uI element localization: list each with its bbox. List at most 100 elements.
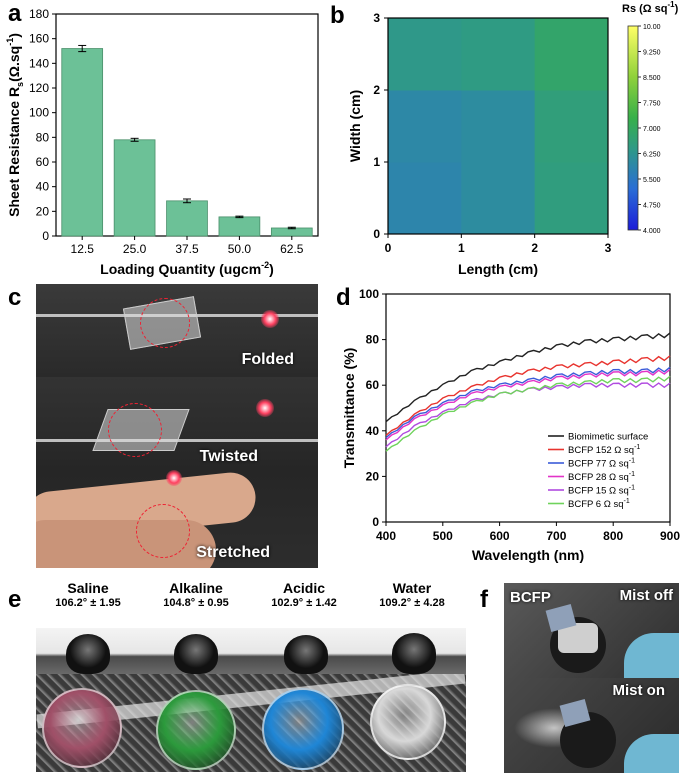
a-xtick-label: 50.0 bbox=[228, 242, 252, 256]
b-colorbar-tick-label: 7.000 bbox=[643, 126, 661, 133]
b-heat-cell bbox=[388, 162, 462, 235]
a-ytick-label: 80 bbox=[36, 130, 50, 144]
b-heat-cell bbox=[388, 90, 462, 163]
d-xtick-label: 900 bbox=[660, 529, 680, 543]
a-ytick-label: 140 bbox=[29, 56, 49, 70]
a-bar bbox=[113, 139, 156, 237]
panel-label-f: f bbox=[480, 586, 488, 613]
d-ytick-label: 40 bbox=[366, 424, 380, 438]
d-ytick-label: 100 bbox=[359, 287, 379, 301]
contact-angle-strip bbox=[36, 628, 466, 674]
a-xlabel: Loading Quantity (ugcm-2) bbox=[100, 260, 274, 277]
b-heat-cell bbox=[388, 18, 462, 91]
b-colorbar-tick-label: 4.000 bbox=[643, 228, 661, 235]
droplet-label-acidic: Acidic 102.9° ± 1.42 bbox=[271, 580, 337, 609]
photo-twisted: Twisted bbox=[36, 377, 318, 470]
b-xtick-label: 0 bbox=[385, 241, 392, 255]
droplet-acidic bbox=[262, 688, 344, 770]
d-series-line bbox=[385, 375, 671, 452]
a-bar bbox=[166, 200, 208, 237]
panel-label-b: b bbox=[330, 2, 345, 29]
d-legend-label: BCFP 77 Ω sq-1 bbox=[568, 458, 635, 470]
d-legend-label: BCFP 152 Ω sq-1 bbox=[568, 444, 640, 456]
a-ytick-label: 160 bbox=[29, 32, 49, 46]
b-heat-cell bbox=[461, 162, 536, 235]
caption-folded: Folded bbox=[241, 351, 294, 368]
panel-label-c: c bbox=[8, 284, 22, 311]
d-ytick-label: 20 bbox=[366, 469, 380, 483]
b-ytick-label: 1 bbox=[373, 155, 380, 169]
photo-mist-off: BCFP Mist off bbox=[504, 583, 679, 678]
b-colorbar-tick-label: 9.250 bbox=[643, 50, 661, 57]
d-xtick-label: 800 bbox=[603, 529, 623, 543]
b-colorbar-tick-label: 10.00 bbox=[643, 24, 661, 31]
b-ytick-label: 2 bbox=[373, 83, 380, 97]
d-ytick-label: 0 bbox=[372, 515, 379, 529]
d-series-line bbox=[385, 332, 671, 423]
a-bar bbox=[218, 216, 261, 237]
b-heat-cell bbox=[534, 90, 609, 163]
d-series-line bbox=[385, 355, 671, 436]
label-bcfp: BCFP bbox=[510, 589, 551, 606]
label-mist-on: Mist on bbox=[612, 682, 666, 699]
b-colorbar bbox=[627, 25, 639, 231]
caption-twisted: Twisted bbox=[199, 448, 258, 465]
d-series-line bbox=[385, 366, 671, 439]
a-ytick-label: 180 bbox=[29, 7, 49, 21]
b-xtick-label: 1 bbox=[458, 241, 465, 255]
d-xtick-label: 700 bbox=[546, 529, 566, 543]
d-legend-label: BCFP 6 Ω sq-1 bbox=[568, 498, 630, 510]
a-ytick-label: 20 bbox=[36, 204, 50, 218]
d-legend-label: BCFP 15 Ω sq-1 bbox=[568, 485, 635, 497]
droplet-label-water: Water 109.2° ± 4.28 bbox=[379, 580, 445, 609]
b-colorbar-tick-label: 4.750 bbox=[643, 203, 661, 210]
b-ytick-label: 0 bbox=[373, 227, 380, 241]
droplet-label-saline: Saline 106.2° ± 1.95 bbox=[55, 580, 121, 609]
d-xtick-label: 600 bbox=[490, 529, 510, 543]
b-heat-cell bbox=[534, 18, 609, 91]
droplet-photo bbox=[36, 674, 466, 772]
a-xtick-label: 12.5 bbox=[71, 242, 95, 256]
d-series-line bbox=[385, 368, 671, 441]
b-plot-frame bbox=[387, 17, 609, 235]
b-xtick-label: 2 bbox=[531, 241, 538, 255]
b-xlabel: Length (cm) bbox=[458, 261, 538, 277]
droplet-saline bbox=[42, 688, 122, 768]
droplet-label-alkaline: Alkaline 104.8° ± 0.95 bbox=[163, 580, 229, 609]
caption-stretched: Stretched bbox=[196, 544, 270, 561]
b-heat-cell bbox=[461, 90, 536, 163]
d-legend-label: Biomimetic surface bbox=[568, 432, 648, 443]
b-colorbar-tick-label: 5.500 bbox=[643, 177, 661, 184]
b-heat-cell bbox=[461, 18, 536, 91]
d-ylabel: Transmittance (%) bbox=[341, 348, 357, 469]
droplet-water bbox=[370, 684, 446, 760]
a-ytick-label: 0 bbox=[42, 229, 49, 243]
a-ylabel: Sheet Resistance Rs(Ω.sq-1) bbox=[5, 33, 25, 217]
photo-folded: Folded bbox=[36, 284, 318, 377]
a-xtick-label: 62.5 bbox=[280, 242, 304, 256]
d-ytick-label: 80 bbox=[366, 333, 380, 347]
panel-label-d: d bbox=[336, 284, 351, 311]
d-plot-frame bbox=[385, 293, 671, 523]
d-xtick-label: 500 bbox=[433, 529, 453, 543]
b-ytick-label: 3 bbox=[373, 11, 380, 25]
a-bar bbox=[61, 48, 104, 237]
chart-d: 400 500 600 700 800 900 0 20 40 60 80 100 Biomimetic… bbox=[341, 287, 680, 563]
d-xtick-label: 400 bbox=[376, 529, 396, 543]
a-xtick-label: 25.0 bbox=[123, 242, 147, 256]
label-mist-off: Mist off bbox=[619, 587, 673, 604]
a-ytick-label: 100 bbox=[29, 106, 49, 120]
b-colorbar-tick-label: 6.250 bbox=[643, 152, 661, 159]
chart-b: 0 1 2 3 0 1 2 3 Length (cm) Width (cm) Rs (Ω sq-1)… bbox=[347, 0, 679, 277]
photo-mist-on: Mist on bbox=[504, 678, 679, 773]
droplet-alkaline bbox=[156, 690, 236, 770]
b-colorbar-tick-label: 7.750 bbox=[643, 101, 661, 108]
a-ytick-label: 120 bbox=[29, 81, 49, 95]
b-heat-cell bbox=[534, 162, 609, 235]
b-ylabel: Width (cm) bbox=[347, 90, 363, 162]
d-ytick-label: 60 bbox=[366, 378, 380, 392]
a-ytick-label: 40 bbox=[36, 180, 50, 194]
b-colorbar-tick-label: 8.500 bbox=[643, 75, 661, 82]
panel-label-a: a bbox=[8, 0, 22, 27]
panel-label-e: e bbox=[8, 586, 22, 613]
